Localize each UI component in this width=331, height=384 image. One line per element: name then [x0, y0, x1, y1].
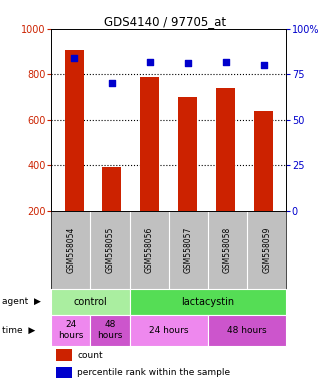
Text: control: control [73, 296, 107, 306]
Text: GSM558059: GSM558059 [262, 227, 271, 273]
Text: 24
hours: 24 hours [58, 320, 83, 340]
Bar [51, 288, 130, 314]
Bar [65, 50, 83, 211]
Bar [216, 88, 235, 211]
Bar [208, 314, 286, 346]
Text: 48 hours: 48 hours [227, 326, 267, 334]
Text: GSM558055: GSM558055 [106, 227, 115, 273]
Text: GSM558058: GSM558058 [223, 227, 232, 273]
Bar [130, 288, 286, 314]
Text: 24 hours: 24 hours [149, 326, 189, 334]
Text: percentile rank within the sample: percentile rank within the sample [77, 368, 230, 377]
Text: 48
hours: 48 hours [97, 320, 123, 340]
Point [261, 62, 266, 68]
Text: GDS4140 / 97705_at: GDS4140 / 97705_at [105, 15, 226, 28]
Bar [56, 367, 72, 379]
Bar [51, 314, 90, 346]
Bar [254, 111, 273, 211]
Point [147, 58, 153, 65]
Bar [178, 97, 197, 211]
Bar [90, 314, 130, 346]
Text: agent  ▶: agent ▶ [2, 297, 40, 306]
Point [109, 80, 115, 86]
Bar [56, 349, 72, 361]
Text: GSM558057: GSM558057 [184, 227, 193, 273]
Bar [140, 76, 159, 211]
Text: GSM558056: GSM558056 [145, 227, 154, 273]
Point [223, 58, 228, 65]
Text: GSM558054: GSM558054 [67, 227, 75, 273]
Text: count: count [77, 351, 103, 360]
Text: time  ▶: time ▶ [2, 326, 35, 334]
Point [185, 60, 190, 66]
Text: lactacystin: lactacystin [181, 296, 235, 306]
Point [71, 55, 77, 61]
Bar [130, 314, 208, 346]
Bar [103, 167, 121, 211]
